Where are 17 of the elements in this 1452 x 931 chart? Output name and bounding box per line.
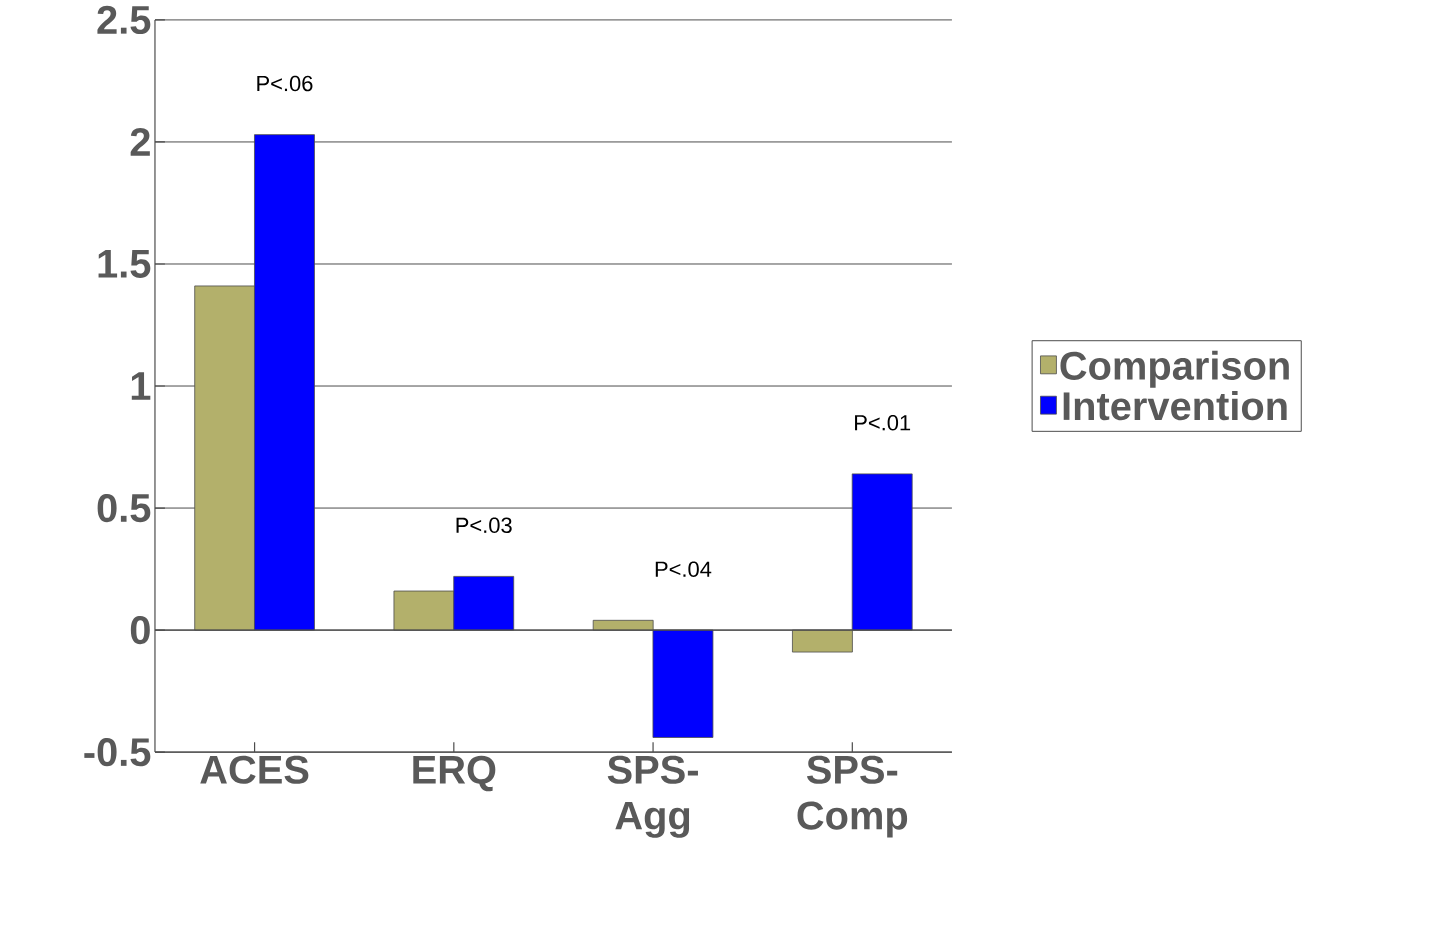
y-tick-label: 0 — [130, 615, 150, 644]
y-tick-label: -0.5 — [84, 737, 151, 767]
legend-label: Intervention — [1063, 390, 1287, 421]
y-tick-label: 1.5 — [98, 249, 151, 278]
y-tick-label: 0.5 — [97, 493, 151, 522]
x-tick-label: SPS-Agg — [607, 755, 698, 838]
legend-label: Comparison — [1060, 350, 1289, 388]
x-tick-label: ERQ — [413, 755, 496, 792]
y-tick-label: 2.5 — [97, 5, 151, 34]
x-tick-label: SPS-Comp — [797, 755, 908, 838]
y-tick-label: 1 — [131, 372, 151, 400]
annotation: P<.01 — [855, 414, 911, 431]
annotation: P<.03 — [456, 517, 512, 533]
annotation: P<.06 — [257, 75, 313, 92]
x-tick-label: ACES — [200, 755, 309, 784]
annotation: P<.04 — [655, 561, 712, 577]
y-tick-label: 2 — [130, 127, 150, 156]
